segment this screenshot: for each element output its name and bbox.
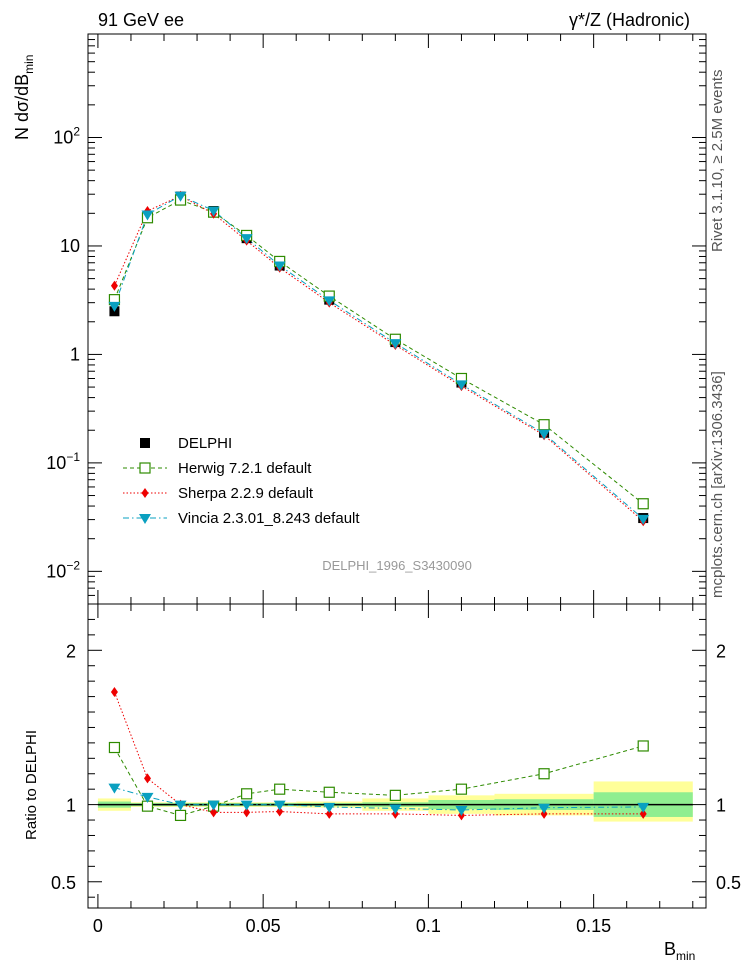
herwig-line [113, 199, 644, 505]
vincia-point [174, 800, 187, 811]
ratio-series-group [108, 686, 650, 822]
x-tick-label: 0.1 [416, 916, 441, 936]
x-tick-label: 0.15 [576, 916, 611, 936]
ratio-frame [87, 603, 707, 909]
sherpa-point [325, 808, 333, 819]
herwig-point [538, 768, 550, 780]
legend-vincia-marker [139, 514, 151, 524]
sherpa-point [110, 280, 118, 291]
ratio-y-tick-label: 0.5 [51, 873, 76, 893]
sherpa-line [113, 195, 644, 522]
herwig-point [323, 786, 335, 798]
vincia-point [108, 783, 121, 794]
vincia-point [273, 800, 286, 811]
vincia-point [323, 296, 336, 307]
y-tick-label: 10−1 [46, 450, 80, 473]
sherpa-point [639, 808, 647, 819]
sherpa-point [110, 686, 118, 697]
main-series-group [108, 190, 650, 527]
analysis-id-label: DELPHI_1996_S3430090 [322, 558, 472, 573]
sherpa-point [243, 807, 251, 818]
vincia-point [240, 234, 253, 245]
x-tick-label: 0.05 [246, 916, 281, 936]
herwig-point [538, 419, 550, 431]
y-tick-label: 10−2 [46, 558, 80, 581]
herwig-point [637, 498, 649, 510]
legend-data-label: DELPHI [178, 435, 232, 452]
legend-herwig-marker [139, 462, 151, 474]
vincia-point [141, 792, 154, 803]
vincia-point [207, 206, 220, 217]
ratio-y-tick-label-right: 2 [716, 641, 726, 661]
legend-herwig-label: Herwig 7.2.1 default [178, 460, 312, 477]
sherpa-point [540, 808, 548, 819]
ratio-y-tick-label-right: 0.5 [716, 873, 741, 893]
y-tick-label: 1 [70, 344, 80, 364]
vincia-point [141, 210, 154, 221]
y-tick-label: 102 [53, 124, 80, 147]
herwig-point [274, 783, 286, 795]
vincia-point [174, 191, 187, 202]
herwig-point [455, 783, 468, 795]
vincia-point [323, 802, 336, 813]
x-axis-label: Bmin [664, 939, 695, 963]
herwig-point [241, 788, 253, 800]
vincia-point [207, 800, 220, 811]
vincia-point [455, 380, 468, 391]
vincia-point [538, 803, 551, 814]
legend-sherpa-marker [141, 488, 149, 498]
mcplots-label: mcplots.cern.ch [arXiv:1306.3436] [709, 371, 726, 598]
sherpa-point [276, 806, 284, 817]
vincia-point [637, 802, 650, 813]
vincia-point [455, 806, 468, 817]
ratio-y-tick-label: 1 [66, 796, 76, 816]
vincia-point [389, 804, 402, 815]
legend-data-marker [140, 438, 150, 448]
vincia-point [538, 429, 551, 440]
herwig-point [174, 809, 187, 822]
vincia-point [240, 800, 253, 811]
vincia-point [108, 301, 121, 312]
herwig-point [637, 740, 649, 752]
ratio-y-tick-label-right: 1 [716, 796, 726, 816]
herwig-point [389, 789, 401, 801]
header-right-label: γ*/Z (Hadronic) [569, 10, 690, 30]
sherpa-point [143, 773, 151, 784]
vincia-point [637, 514, 650, 525]
sherpa-point [210, 807, 218, 818]
legend-vincia-label: Vincia 2.3.01_8.243 default [178, 510, 360, 527]
vincia-point [389, 339, 402, 350]
x-tick-label: 0 [93, 916, 103, 936]
legend-sherpa-label: Sherpa 2.2.9 default [178, 485, 314, 502]
y-tick-label: 10 [60, 236, 80, 256]
axes-group: 0 0.05 0.1 0.15 10−2 10−1 1 10 102 0.5 0.5 1 1 2 2 [46, 33, 741, 936]
main-y-axis-label: N dσ/dBmin [12, 55, 36, 140]
ratio-y-axis-label: Ratio to DELPHI [23, 730, 40, 840]
legend: DELPHI Herwig 7.2.1 default Sherpa 2.2.9 d… [123, 435, 360, 527]
herwig-point [108, 741, 121, 754]
ratio-y-tick-label: 2 [66, 641, 76, 661]
header-left-label: 91 GeV ee [98, 10, 184, 30]
vincia-point [273, 261, 286, 272]
rivet-version-label: Rivet 3.1.10, ≥ 2.5M events [709, 70, 726, 253]
